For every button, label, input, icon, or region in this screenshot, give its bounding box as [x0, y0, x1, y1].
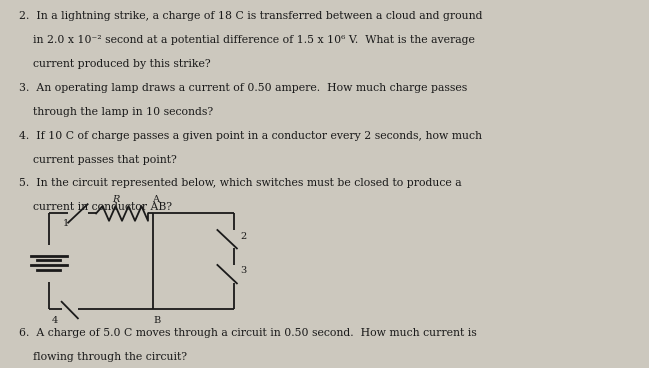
- Text: current in conductor AB?: current in conductor AB?: [19, 202, 173, 212]
- Text: through the lamp in 10 seconds?: through the lamp in 10 seconds?: [19, 107, 214, 117]
- Text: B: B: [153, 316, 161, 325]
- Text: 6.  A charge of 5.0 C moves through a circuit in 0.50 second.  How much current : 6. A charge of 5.0 C moves through a cir…: [19, 328, 477, 338]
- Text: 4.  If 10 C of charge passes a given point in a conductor every 2 seconds, how m: 4. If 10 C of charge passes a given poin…: [19, 131, 482, 141]
- Text: A: A: [153, 195, 159, 204]
- Text: 4: 4: [52, 316, 58, 325]
- Text: flowing through the circuit?: flowing through the circuit?: [19, 352, 188, 362]
- Text: 1: 1: [63, 219, 69, 228]
- Text: 3: 3: [240, 266, 247, 275]
- Text: R: R: [112, 195, 119, 204]
- Text: 2: 2: [240, 232, 247, 241]
- Text: in 2.0 x 10⁻² second at a potential difference of 1.5 x 10⁶ V.  What is the aver: in 2.0 x 10⁻² second at a potential diff…: [19, 35, 475, 45]
- Text: 3.  An operating lamp draws a current of 0.50 ampere.  How much charge passes: 3. An operating lamp draws a current of …: [19, 83, 468, 93]
- Text: current produced by this strike?: current produced by this strike?: [19, 59, 211, 69]
- Text: 5.  In the circuit represented below, which switches must be closed to produce a: 5. In the circuit represented below, whi…: [19, 178, 462, 188]
- Text: current passes that point?: current passes that point?: [19, 155, 177, 164]
- Text: 2.  In a lightning strike, a charge of 18 C is transferred between a cloud and g: 2. In a lightning strike, a charge of 18…: [19, 11, 483, 21]
